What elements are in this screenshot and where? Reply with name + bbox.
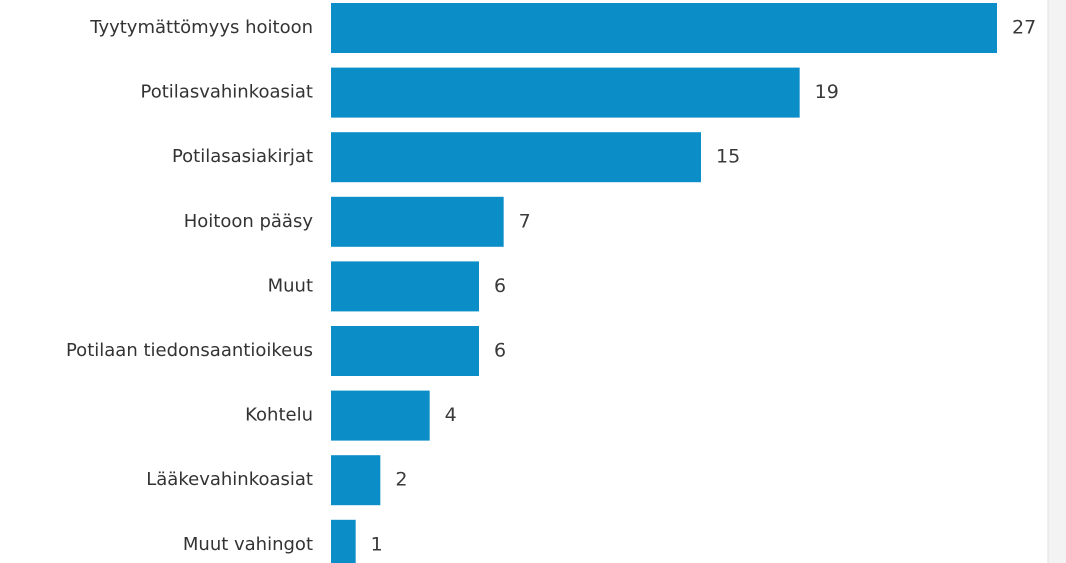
- bar: [331, 196, 504, 247]
- category-label: Kohtelu: [245, 405, 313, 426]
- bar: [331, 390, 430, 441]
- value-label: 27: [1012, 17, 1036, 39]
- bar: [331, 67, 800, 118]
- bar: [331, 261, 479, 312]
- bar: [331, 3, 997, 53]
- bar: [331, 326, 479, 376]
- category-label: Muut vahingot: [183, 534, 313, 555]
- value-label: 7: [519, 210, 531, 232]
- value-label: 15: [716, 146, 740, 168]
- scroll-edge: [1048, 0, 1066, 563]
- category-label: Hoitoon pääsy: [184, 211, 314, 232]
- category-label: Muut: [268, 275, 313, 296]
- category-label: Potilaan tiedonsaantioikeus: [66, 340, 313, 361]
- category-label: Potilasvahinkoasiat: [141, 82, 314, 103]
- value-label: 1: [371, 533, 383, 555]
- category-label: Lääkevahinkoasiat: [146, 469, 313, 490]
- category-label: Potilasasiakirjat: [172, 146, 313, 167]
- bar: [331, 132, 701, 183]
- value-label: 4: [445, 404, 457, 426]
- value-label: 6: [494, 275, 506, 297]
- value-label: 2: [395, 469, 407, 491]
- value-label: 6: [494, 340, 506, 362]
- bar: [331, 455, 381, 506]
- category-label: Tyytymättömyys hoitoon: [89, 17, 313, 38]
- bar: [331, 519, 356, 563]
- value-label: 19: [815, 81, 839, 103]
